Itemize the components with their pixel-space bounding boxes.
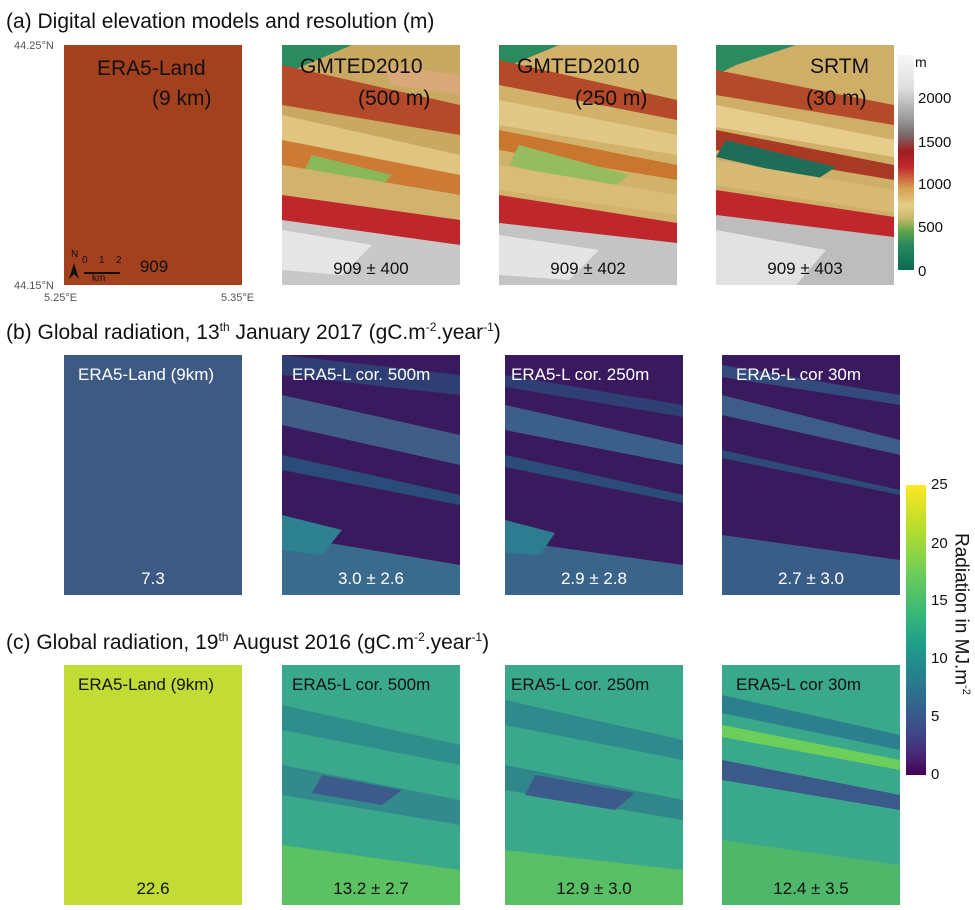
elev-tick-1500: 1500 [918, 134, 952, 151]
radiation-legend-title: Radiation in MJ.m-2 [950, 533, 972, 695]
title-b: (b) Global radiation, 13th January 2017 … [6, 320, 501, 344]
terrain-map-image [282, 45, 460, 285]
panel-label: ERA5-L cor. 500m [292, 675, 431, 694]
aug-panel-30m: ERA5-L cor 30m 12.4 ± 3.5 [722, 665, 900, 905]
radiation-map-image [505, 700, 683, 905]
panel-value: 12.9 ± 3.0 [556, 879, 632, 898]
panel-label: ERA5-L cor. 250m [511, 675, 650, 694]
rad-tick-20: 20 [931, 535, 948, 552]
panel-label-line2: (250 m) [575, 87, 648, 110]
jan-panel-500m: ERA5-L cor. 500m 3.0 ± 2.6 [282, 355, 460, 595]
panel-value: 909 ± 402 [550, 259, 626, 278]
panel-label-line1: SRTM [810, 55, 870, 78]
aug-panel-250m: ERA5-L cor. 250m 12.9 ± 3.0 [505, 665, 683, 905]
panel-value: 22.6 [136, 879, 170, 898]
rad-tick-15: 15 [931, 592, 948, 609]
north-label: N [71, 249, 79, 260]
elev-tick-500: 500 [918, 219, 944, 236]
panel-label: ERA5-L cor 30m [736, 675, 862, 694]
panel-label: ERA5-Land (9km) [78, 365, 215, 384]
elev-panel-srtm: SRTM (30 m) 909 ± 403 [716, 45, 894, 285]
lat-top-label: 44.25°N [14, 40, 54, 52]
panel-value: 909 ± 400 [333, 259, 409, 278]
north-arrow-icon [69, 263, 120, 279]
rad-tick-5: 5 [931, 708, 940, 725]
elev-tick-1000: 1000 [918, 176, 952, 193]
elev-legend-unit: m [915, 54, 927, 70]
elev-panel-gmted250: GMTED2010 (250 m) 909 ± 402 [499, 45, 677, 285]
panel-label-line2: (9 km) [152, 87, 212, 110]
panel-value: 3.0 ± 2.6 [337, 569, 405, 588]
scale-unit: km [92, 273, 106, 284]
panel-label-line1: GMTED2010 [517, 55, 640, 78]
panel-value: 13.2 ± 2.7 [333, 879, 409, 898]
panel-label-line1: ERA5-Land [97, 57, 206, 80]
aug-panel-500m: ERA5-L cor. 500m 13.2 ± 2.7 [282, 665, 460, 905]
panel-value: 909 ± 403 [767, 259, 843, 278]
title-a: (a) Digital elevation models and resolut… [6, 10, 435, 33]
panel-label: ERA5-L cor. 250m [511, 365, 650, 384]
elev-tick-2000: 2000 [918, 90, 952, 107]
elev-tick-0: 0 [918, 263, 927, 280]
rad-tick-25: 25 [931, 476, 948, 493]
panel-value: 7.3 [141, 569, 165, 588]
lon-right-label: 5.35°E [221, 292, 255, 304]
jan-panel-30m: ERA5-L cor 30m 2.7 ± 3.0 [722, 355, 900, 595]
panel-value: 2.9 ± 2.8 [560, 569, 628, 588]
panel-value: 909 [139, 257, 169, 276]
rad-tick-10: 10 [931, 650, 948, 667]
lon-left-label: 5.25°E [44, 292, 78, 304]
elev-panel-era5: ERA5-Land (9 km) N 0 1 2 km 909 [64, 45, 242, 285]
aug-panel-era5: ERA5-Land (9km) 22.6 [64, 665, 242, 905]
panel-label-line2: (500 m) [358, 87, 431, 110]
panel-label-line2: (30 m) [806, 87, 867, 110]
radiation-legend-bar [906, 485, 926, 775]
panel-value: 2.7 ± 3.0 [777, 569, 845, 588]
panel-label: ERA5-Land (9km) [78, 675, 215, 694]
lat-bottom-label: 44.15°N [14, 280, 54, 292]
scale-tick-0: 0 [82, 255, 88, 266]
panel-label: ERA5-L cor. 500m [292, 365, 431, 384]
panel-value: 12.4 ± 3.5 [773, 879, 849, 898]
radiation-map-image [722, 695, 900, 905]
title-c: (c) Global radiation, 19th August 2016 (… [6, 630, 490, 654]
scale-bar: N 0 1 2 km [68, 247, 128, 284]
radiation-map-image [505, 375, 683, 595]
scale-tick-1: 1 [99, 255, 105, 266]
jan-panel-era5: ERA5-Land (9km) 7.3 [64, 355, 242, 595]
radiation-map-image [722, 365, 900, 595]
radiation-map-image [282, 355, 460, 595]
panel-label-line1: GMTED2010 [300, 55, 423, 78]
terrain-map-image [716, 45, 894, 285]
terrain-map-image [499, 45, 677, 285]
elev-panel-gmted500: GMTED2010 (500 m) 909 ± 400 [282, 45, 460, 285]
jan-panel-250m: ERA5-L cor. 250m 2.9 ± 2.8 [505, 355, 683, 595]
elev-legend-bar [898, 55, 914, 270]
panel-label: ERA5-L cor 30m [736, 365, 862, 384]
radiation-map-image [282, 705, 460, 905]
scale-tick-2: 2 [116, 255, 122, 266]
rad-tick-0: 0 [931, 766, 940, 783]
